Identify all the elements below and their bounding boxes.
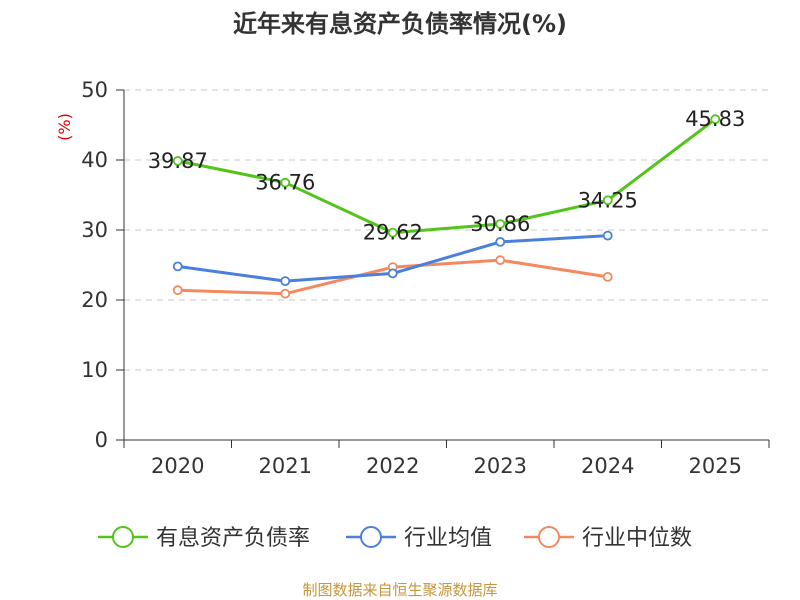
data-label: 34.25: [578, 188, 638, 212]
y-tick-label: 30: [81, 218, 108, 242]
y-axis-label: (%): [55, 113, 74, 141]
x-tick-label: 2020: [151, 454, 204, 478]
legend-label: 有息资产负债率: [156, 526, 310, 551]
data-point: [172, 156, 183, 166]
y-tick-label: 10: [81, 358, 108, 382]
data-point: [602, 195, 613, 206]
data-label: 36.76: [255, 171, 315, 195]
data-point: [280, 276, 291, 287]
data-point: [495, 219, 506, 229]
data-point: [495, 236, 506, 247]
x-tick-label: 2022: [366, 454, 419, 478]
legend-marker: [538, 526, 560, 548]
data-label: 45.83: [685, 107, 745, 131]
grid-lines: [124, 89, 769, 371]
data-point: [280, 288, 291, 299]
x-tick-label: 2024: [581, 454, 634, 478]
legend-label: 行业中位数: [582, 526, 692, 551]
data-point: [172, 261, 183, 272]
legend-marker: [112, 526, 134, 548]
y-tick-label: 40: [81, 148, 108, 172]
data-label: 29.62: [363, 221, 423, 245]
legend: 有息资产负债率 行业均值 行业中位数: [98, 526, 692, 551]
data-point: [387, 227, 398, 238]
data-label: 39.87: [148, 149, 208, 173]
data-point: [172, 285, 183, 296]
x-tick-label: 2025: [689, 454, 742, 478]
data-label: 30.86: [470, 212, 530, 236]
data-point: [602, 230, 613, 241]
data-point: [602, 271, 613, 282]
legend-label: 行业均值: [404, 526, 492, 551]
x-tick-label: 2021: [259, 454, 312, 478]
data-point: [387, 268, 398, 279]
data-points: [172, 114, 721, 299]
data-point: [280, 177, 291, 188]
data-point: [710, 114, 721, 125]
y-tick-label: 50: [81, 78, 108, 102]
chart-title: 近年来有息资产负债率情况(%): [233, 10, 567, 38]
legend-marker: [360, 526, 382, 548]
y-tick-label: 20: [81, 288, 108, 312]
tick-labels: 0 10 20 30 40 50 2020 2021 2022 2023 2024 2025: [81, 78, 742, 478]
data-point: [495, 255, 506, 266]
source-note: 制图数据来自恒生聚源数据库: [302, 581, 497, 599]
axes: [116, 89, 770, 448]
data-labels: 39.87 36.76 29.62 30.86 34.25 45.83: [148, 107, 746, 244]
x-tick-label: 2023: [474, 454, 527, 478]
y-tick-label: 0: [95, 428, 108, 452]
series-line-0: [177, 118, 717, 235]
